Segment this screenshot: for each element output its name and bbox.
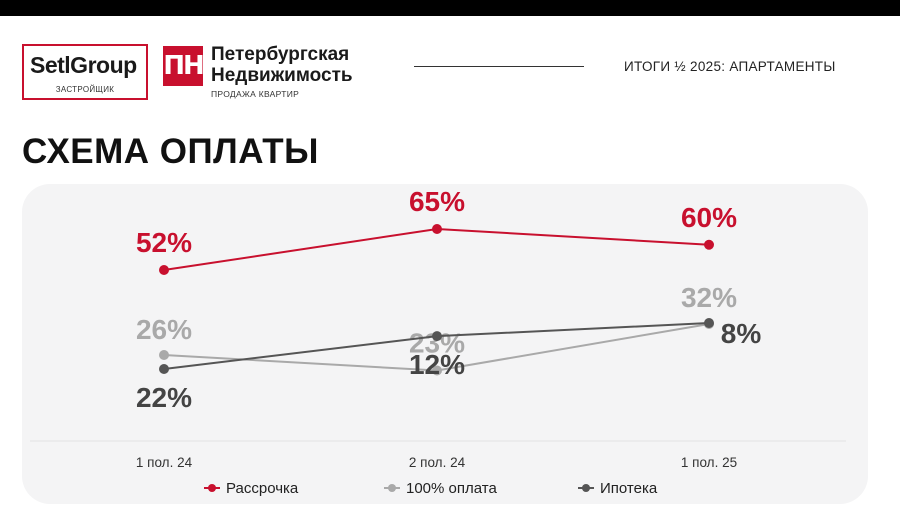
legend-swatch-marker [582,484,590,492]
setl-group-logo-name: SetlGroup [30,52,137,78]
pn-logo-line1: Петербургская [211,44,350,65]
pn-logo-mark: ПН [163,46,205,86]
legend-item-label: Рассрочка [226,480,299,497]
data-point [159,265,169,275]
data-label: 22% [136,382,192,413]
data-label: 60% [681,202,737,233]
setl-group-logo: SetlGroup ЗАСТРОЙЩИК [22,44,148,100]
header-report-title: ИТОГИ ½ 2025: АПАРТАМЕНТЫ [624,59,836,74]
data-point [432,331,442,342]
setl-group-logo-sub: ЗАСТРОЙЩИК [55,85,115,94]
data-point [704,318,714,328]
header-divider [414,66,584,67]
top-bar [0,0,900,16]
x-tick-label: 2 пол. 24 [409,455,466,470]
data-point [159,364,169,374]
data-label: 32% [681,282,737,313]
data-label: 65% [409,186,465,217]
legend-swatch-marker [208,484,216,492]
pn-logo-text: Петербургская Недвижимость [211,44,353,86]
x-tick-label: 1 пол. 25 [681,455,737,470]
data-point [432,224,442,234]
chart-card [22,184,868,504]
pn-logo-sub: ПРОДАЖА КВАРТИР [211,89,300,99]
data-label: 52% [136,227,192,258]
page-title: СХЕМА ОПЛАТЫ [22,132,319,171]
data-point [159,350,169,360]
data-point [432,365,442,376]
legend-swatch-marker [388,484,396,492]
series-line-1 [163,227,710,271]
data-point [704,239,714,250]
pn-logo-line2: Недвижимость [211,65,353,86]
x-tick-label: 1 пол. 24 [136,455,193,470]
data-label: 12% [409,349,465,380]
legend-item-label: 100% оплата [406,480,497,497]
legend-item-label: Ипотека [600,480,658,497]
data-label: 26% [136,314,192,345]
data-label: 8% [721,318,762,349]
